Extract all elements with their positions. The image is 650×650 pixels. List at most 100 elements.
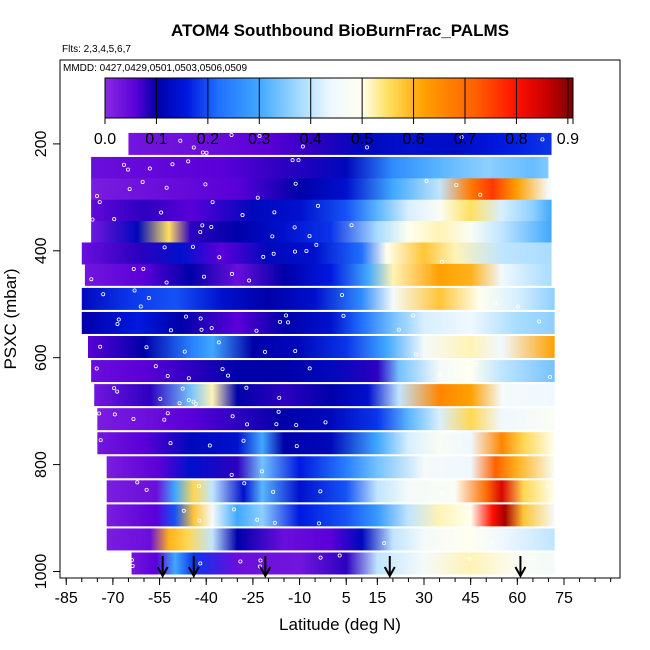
sample-marker — [198, 561, 203, 566]
heat-row — [91, 360, 555, 383]
heat-row — [128, 132, 552, 155]
sample-marker — [98, 438, 103, 443]
x-tick-label: 15 — [368, 590, 386, 607]
heat-row — [97, 408, 555, 431]
sample-marker — [257, 134, 262, 139]
sample-marker — [317, 521, 322, 526]
sample-marker — [290, 158, 295, 163]
heat-row — [106, 456, 555, 479]
x-tick-label: 60 — [508, 590, 526, 607]
sample-marker — [255, 517, 260, 522]
sample-marker — [165, 411, 170, 416]
sample-marker — [217, 255, 222, 260]
sample-marker — [323, 420, 328, 425]
sample-marker — [307, 234, 312, 239]
sample-marker — [140, 179, 145, 184]
y-tick-label: 600 — [33, 344, 50, 371]
x-tick-label: 30 — [415, 590, 433, 607]
flight-arrows — [156, 556, 527, 579]
colorbar-tick-label: 0.7 — [454, 131, 476, 148]
sample-marker — [270, 234, 275, 239]
sample-marker — [247, 278, 252, 283]
sample-marker — [193, 401, 198, 406]
sample-marker — [413, 352, 418, 357]
sample-marker — [316, 203, 321, 208]
sample-marker — [112, 386, 117, 391]
sample-marker — [300, 144, 305, 149]
x-tick-label: 75 — [555, 590, 573, 607]
sample-marker — [112, 412, 117, 417]
sample-marker — [341, 313, 346, 318]
sample-marker — [97, 200, 102, 205]
x-tick-label: -40 — [195, 590, 218, 607]
sample-marker — [255, 195, 260, 200]
sample-marker — [132, 288, 137, 293]
sample-marker — [201, 274, 206, 279]
sample-marker — [337, 553, 342, 558]
dates-note: MMDD: 0427,0429,0501,0503,0506,0509 — [63, 63, 247, 74]
sample-marker — [164, 280, 169, 285]
heat-row — [106, 480, 555, 503]
sample-marker — [382, 541, 387, 546]
colorbar-swatch — [104, 77, 574, 119]
sample-marker — [220, 367, 225, 372]
sample-marker — [277, 395, 282, 400]
heat-row — [91, 178, 552, 201]
arrow-head — [156, 566, 169, 579]
sample-marker — [231, 507, 236, 512]
sample-marker — [245, 422, 250, 427]
sample-marker — [165, 373, 170, 378]
sample-marker — [135, 480, 140, 485]
sample-marker — [294, 444, 299, 449]
y-axis-label: PSXC (mbar) — [1, 268, 20, 369]
x-tick-label: -10 — [288, 590, 311, 607]
sample-marker — [548, 374, 553, 379]
sample-marker — [129, 558, 134, 563]
x-tick-label: 45 — [462, 590, 480, 607]
sample-marker — [162, 417, 167, 422]
heat-row — [91, 221, 552, 244]
sample-marker — [207, 443, 212, 448]
sample-marker — [241, 438, 246, 443]
sample-marker — [318, 489, 323, 494]
sample-marker — [210, 200, 215, 205]
x-tick-label: -55 — [148, 590, 171, 607]
sample-marker — [364, 145, 369, 150]
arrow-head — [187, 566, 200, 579]
sample-marker — [292, 249, 297, 254]
sample-marker — [349, 223, 354, 228]
colorbar-tick-label: 0.0 — [94, 131, 116, 148]
arrow-head — [259, 566, 272, 579]
sample-marker — [424, 178, 429, 183]
sample-marker — [272, 210, 277, 215]
sample-marker — [216, 340, 221, 345]
heat-row — [81, 311, 555, 334]
heat-row — [84, 263, 552, 286]
sample-marker — [454, 183, 459, 188]
sample-marker — [459, 134, 464, 139]
sample-marker — [437, 373, 442, 378]
sample-marker — [131, 416, 136, 421]
sample-marker — [244, 385, 249, 390]
sample-marker — [178, 138, 183, 143]
flights-note: Flts: 2,3,4,5,6,7 — [62, 44, 131, 55]
sample-marker — [164, 185, 169, 190]
sample-marker — [112, 217, 117, 222]
sample-marker — [131, 267, 136, 272]
sample-marker — [278, 319, 283, 324]
sample-marker — [122, 162, 127, 167]
sample-marker — [314, 242, 319, 247]
sample-marker — [439, 491, 444, 496]
sample-marker — [396, 327, 401, 332]
sample-marker — [209, 326, 214, 331]
heat-row — [88, 336, 555, 359]
sample-marker — [116, 317, 121, 322]
heatmap-cells — [81, 132, 555, 575]
heat-row — [106, 504, 555, 527]
sample-marker — [184, 314, 189, 319]
x-axis: -85 -70 -55 -40 -25 -10 5 15 30 45 60 75 — [55, 578, 612, 607]
sample-marker — [130, 563, 135, 568]
sample-marker — [293, 349, 298, 354]
sample-marker — [115, 321, 120, 326]
